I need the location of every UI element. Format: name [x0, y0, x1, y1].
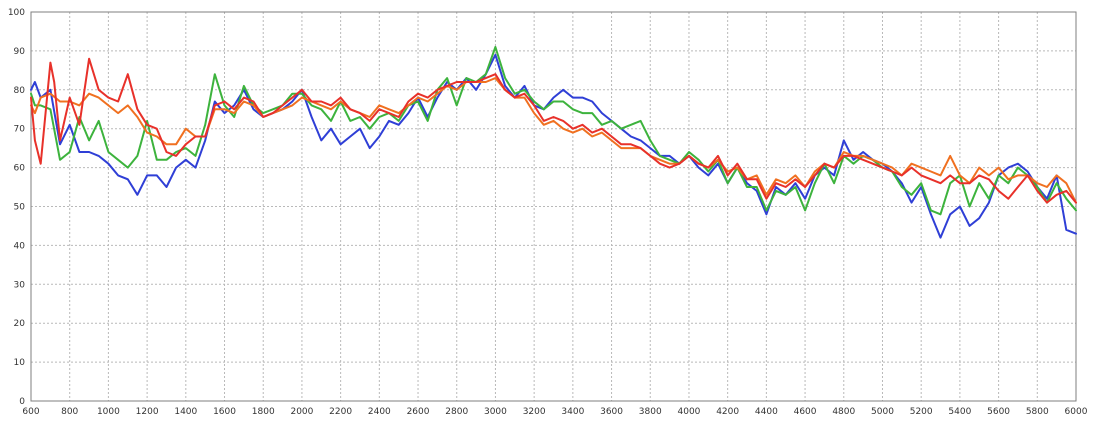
- x-tick-label: 1600: [213, 407, 236, 417]
- series-line-2: [30, 46, 1077, 216]
- x-tick-label: 4200: [716, 407, 739, 417]
- x-tick-label: 5800: [1026, 407, 1049, 417]
- x-tick-label: 4400: [755, 407, 778, 417]
- y-tick-label: 60: [14, 164, 26, 174]
- x-tick-label: 5400: [948, 407, 971, 417]
- y-tick-label: 40: [14, 241, 26, 251]
- y-tick-label: 80: [14, 86, 26, 96]
- y-tick-label: 50: [14, 203, 26, 213]
- x-tick-label: 2200: [329, 407, 352, 417]
- x-tick-label: 5200: [910, 407, 933, 417]
- y-tick-label: 20: [14, 319, 26, 329]
- y-tick-label: 90: [14, 47, 26, 57]
- x-tick-label: 600: [22, 407, 39, 417]
- x-tick-label: 3800: [639, 407, 662, 417]
- y-tick-label: 70: [14, 125, 26, 135]
- x-tick-label: 5600: [987, 407, 1010, 417]
- y-tick-label: 0: [19, 397, 25, 407]
- x-tick-label: 1200: [136, 407, 159, 417]
- x-tick-label: 2600: [407, 407, 430, 417]
- x-tick-label: 3000: [484, 407, 507, 417]
- x-tick-label: 4600: [794, 407, 817, 417]
- x-tick-label: 2000: [290, 407, 313, 417]
- x-tick-label: 5000: [871, 407, 894, 417]
- x-tick-label: 1400: [174, 407, 197, 417]
- x-tick-label: 3600: [600, 407, 623, 417]
- plot-frame: [30, 11, 1077, 402]
- x-tick-label: 3400: [561, 407, 584, 417]
- x-tick-label: 2400: [368, 407, 391, 417]
- vertical-gridlines: [30, 12, 1077, 401]
- horizontal-gridlines: [31, 11, 1076, 402]
- x-tick-label: 3200: [523, 407, 546, 417]
- x-tick-label: 4800: [832, 407, 855, 417]
- y-tick-label: 30: [14, 280, 26, 290]
- x-tick-label: 1800: [252, 407, 275, 417]
- x-axis-tick-labels: 600 800 1000 1200 1400 1600 1800 2000 2200 2400 26…: [22, 407, 1087, 417]
- y-tick-label: 10: [14, 358, 26, 368]
- y-axis-tick-labels: 0 10 20 30 40 50 60 70 80 90 100: [8, 8, 25, 407]
- x-tick-label: 4000: [678, 407, 701, 417]
- series-line-4: [30, 57, 1077, 204]
- y-tick-label: 100: [8, 8, 25, 18]
- series-line-1: [30, 53, 1077, 239]
- x-tick-label: 800: [61, 407, 78, 417]
- x-tick-label: 2800: [445, 407, 468, 417]
- x-tick-label: 6000: [1065, 407, 1088, 417]
- x-tick-label: 1000: [97, 407, 120, 417]
- series-layer: [30, 46, 1077, 239]
